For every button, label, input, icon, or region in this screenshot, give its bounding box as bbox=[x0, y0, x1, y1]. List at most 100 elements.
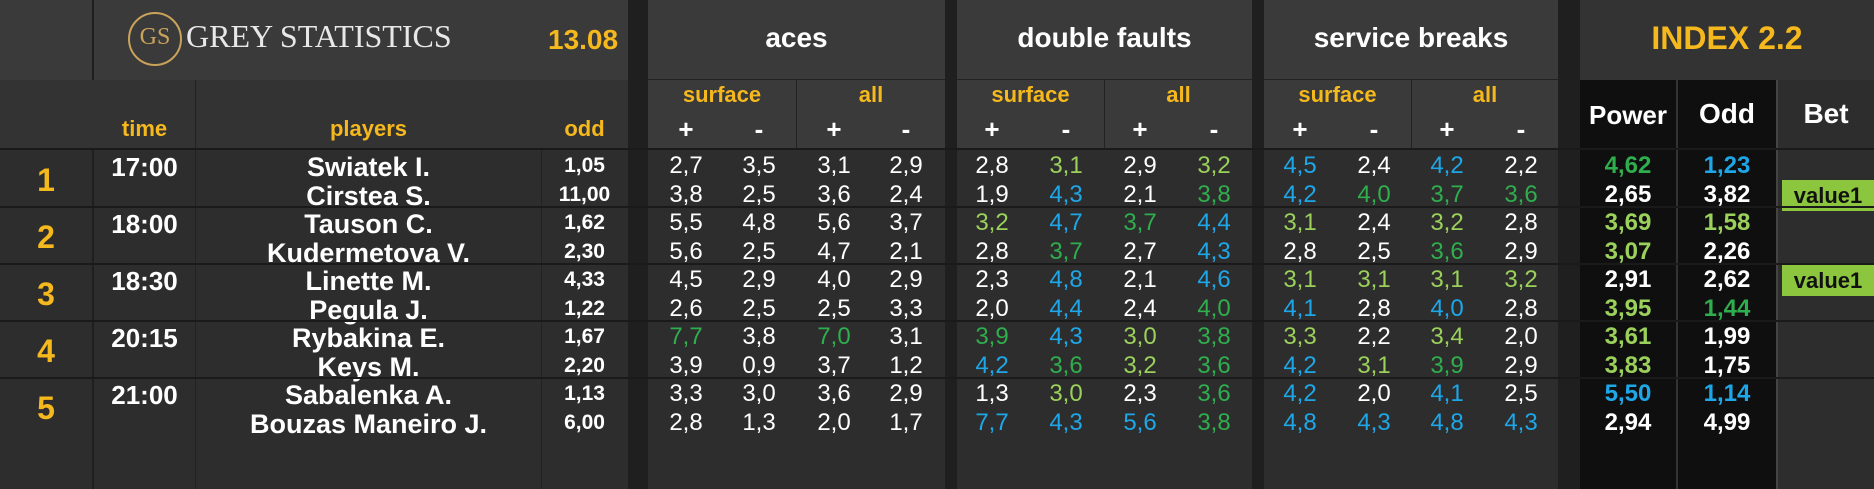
stat-value: 4,5 bbox=[1283, 152, 1317, 179]
stat-value: 2,9 bbox=[889, 380, 923, 407]
stat-value: 3,1 bbox=[1430, 266, 1464, 293]
aces-all-label: all bbox=[858, 82, 884, 107]
stat-value: 3,6 bbox=[817, 180, 851, 208]
power-value: 3,61 bbox=[1604, 323, 1652, 350]
player-odd: 1,05 bbox=[564, 154, 605, 177]
df-all-label: all bbox=[1166, 82, 1191, 107]
stat-value: 4,8 bbox=[1049, 266, 1083, 293]
header-divider bbox=[92, 0, 94, 489]
group-aces-title: aces bbox=[765, 22, 828, 53]
stat-value: 5,6 bbox=[669, 237, 703, 265]
index-odd-value: 3,82 bbox=[1703, 180, 1751, 208]
stat-value: 2,4 bbox=[1123, 294, 1157, 322]
stat-value: 3,8 bbox=[1197, 180, 1231, 208]
stat-value: 7,7 bbox=[975, 408, 1009, 436]
stat-value: 2,2 bbox=[1504, 152, 1538, 179]
match-number: 3 bbox=[37, 276, 55, 312]
stat-value: 2,8 bbox=[1504, 209, 1538, 236]
stat-value: 3,6 bbox=[1504, 180, 1538, 208]
stat-value: 2,2 bbox=[1357, 323, 1391, 350]
stat-value: 4,7 bbox=[817, 237, 851, 265]
match-time: 18:00 bbox=[111, 209, 178, 239]
stat-value: 2,5 bbox=[1357, 237, 1391, 265]
odd-bet-divider bbox=[1776, 80, 1778, 489]
stat-value: 2,4 bbox=[889, 180, 923, 208]
stat-value: 2,9 bbox=[742, 266, 776, 293]
player-name: Keys M. bbox=[317, 351, 420, 382]
plus-header: + bbox=[826, 114, 842, 144]
stat-value: 4,0 bbox=[1430, 294, 1464, 322]
stat-value: 5,6 bbox=[1123, 408, 1157, 436]
header-underline bbox=[0, 148, 1874, 150]
separator-2 bbox=[945, 0, 957, 489]
player-name: Swiatek I. bbox=[306, 152, 431, 182]
minus-header: - bbox=[754, 114, 764, 144]
stat-value: 2,9 bbox=[889, 266, 923, 293]
plus-header: + bbox=[1439, 114, 1455, 144]
header-bottom-band bbox=[0, 80, 628, 148]
stat-value: 1,9 bbox=[975, 180, 1009, 208]
match-separator bbox=[0, 320, 1874, 322]
stat-value: 3,1 bbox=[1357, 351, 1391, 379]
stat-value: 2,7 bbox=[1123, 237, 1157, 265]
stat-value: 3,9 bbox=[975, 323, 1009, 350]
stat-value: 3,7 bbox=[817, 351, 851, 379]
stat-value: 4,1 bbox=[1430, 380, 1464, 407]
stat-value: 3,6 bbox=[1049, 351, 1083, 379]
group-double-faults-title: double faults bbox=[1017, 22, 1192, 53]
power-value: 4,62 bbox=[1604, 152, 1652, 179]
time-players-divider bbox=[195, 80, 196, 489]
separator-3 bbox=[1252, 0, 1264, 489]
minus-header: - bbox=[1209, 114, 1219, 144]
player-name: Tauson C. bbox=[304, 209, 433, 239]
index-odd-value: 1,23 bbox=[1703, 152, 1751, 179]
stat-value: 2,1 bbox=[889, 237, 923, 265]
player-odd: 2,30 bbox=[564, 239, 605, 263]
stat-value: 3,1 bbox=[817, 152, 851, 179]
col-time-header: time bbox=[121, 116, 168, 141]
group-index-title: INDEX 2.2 bbox=[1651, 20, 1803, 56]
match-number: 1 bbox=[37, 162, 55, 198]
player-name: Linette M. bbox=[305, 266, 432, 296]
stat-value: 5,6 bbox=[817, 209, 851, 236]
stat-value: 2,0 bbox=[1504, 323, 1538, 350]
match-separator bbox=[0, 377, 1874, 379]
plus-header: + bbox=[984, 114, 1000, 144]
stat-value: 3,7 bbox=[889, 209, 923, 236]
col-bet-header: Bet bbox=[1803, 98, 1849, 129]
player-name: Sabalenka A. bbox=[284, 380, 453, 410]
player-odd: 2,20 bbox=[564, 353, 605, 377]
stat-value: 1,3 bbox=[975, 380, 1009, 407]
plus-header: + bbox=[1292, 114, 1308, 144]
stat-value: 3,8 bbox=[1197, 323, 1231, 350]
power-value: 5,50 bbox=[1604, 380, 1652, 407]
stat-value: 2,9 bbox=[889, 152, 923, 179]
players-odd-divider bbox=[541, 148, 542, 489]
stat-value: 3,0 bbox=[1123, 323, 1157, 350]
power-value: 2,65 bbox=[1604, 180, 1652, 208]
player-odd: 1,67 bbox=[564, 325, 605, 348]
index-odd-value: 1,58 bbox=[1703, 209, 1751, 236]
minus-header: - bbox=[1369, 114, 1379, 144]
df-surface-label: surface bbox=[991, 82, 1070, 107]
stat-value: 3,0 bbox=[742, 380, 776, 407]
stat-value: 2,6 bbox=[669, 294, 703, 322]
match-separator bbox=[0, 263, 1874, 265]
minus-header: - bbox=[1516, 114, 1526, 144]
stat-value: 1,7 bbox=[889, 408, 923, 436]
stat-value: 3,3 bbox=[1283, 323, 1317, 350]
stat-value: 3,6 bbox=[1197, 351, 1231, 379]
stat-value: 2,4 bbox=[1357, 152, 1391, 179]
stat-value: 4,2 bbox=[1430, 152, 1464, 179]
stat-value: 7,7 bbox=[669, 323, 703, 350]
group-service-breaks-title: service breaks bbox=[1313, 22, 1509, 53]
index-odd-value: 1,14 bbox=[1703, 380, 1751, 407]
power-odd-divider bbox=[1676, 80, 1678, 489]
stat-value: 3,0 bbox=[1049, 380, 1083, 407]
power-value: 2,91 bbox=[1604, 266, 1652, 293]
separator-1 bbox=[628, 0, 648, 489]
stat-value: 2,8 bbox=[669, 408, 703, 436]
stat-value: 2,8 bbox=[1283, 237, 1317, 265]
stat-value: 4,4 bbox=[1049, 294, 1083, 322]
minus-header: - bbox=[901, 114, 911, 144]
